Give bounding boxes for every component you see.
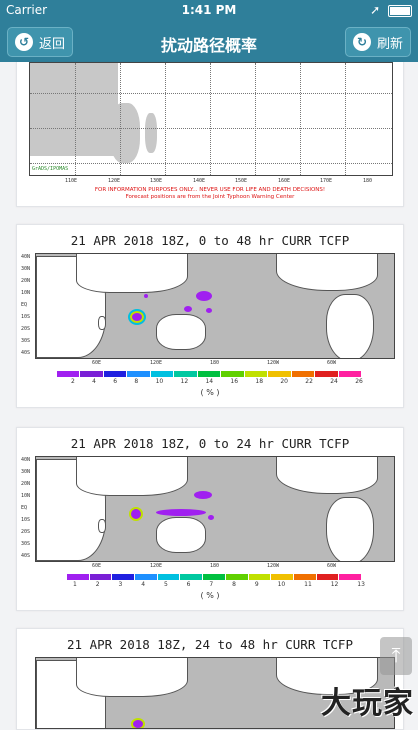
probability-blob <box>208 515 214 520</box>
warning-text: FOR INFORMATION PURPOSES ONLY... NEVER U… <box>94 187 326 193</box>
asia-landmass <box>76 658 188 697</box>
global-probability-map <box>35 253 395 359</box>
status-time: 1:41 PM <box>181 3 237 17</box>
lat-label: 10S <box>21 314 31 320</box>
lat-label: 10N <box>21 290 31 296</box>
status-bar: Carrier 1:41 PM ➚ <box>0 0 418 20</box>
lon-label: 120W <box>267 360 280 366</box>
forecast-card-west-pacific: GrADS/IPOMAS 110E 120E 130E 140E 150E 16… <box>16 62 404 207</box>
lat-label: 10S <box>21 517 31 523</box>
lon-label: 160E <box>278 178 291 184</box>
probability-blob <box>206 308 212 313</box>
forecast-title: 21 APR 2018 18Z, 0 to 24 hr CURR TCFP <box>70 436 350 451</box>
top-bar: Carrier 1:41 PM ➚ ↺ 返回 扰动路径概率 ↻ 刷新 <box>0 0 418 62</box>
lat-label: 30S <box>21 541 31 547</box>
australia-landmass <box>156 517 206 553</box>
scale-unit: ( % ) <box>200 388 220 397</box>
lon-label: 120E <box>150 360 163 366</box>
north-america-landmass <box>276 457 378 494</box>
lat-label: 40N <box>21 254 31 260</box>
probability-blob <box>196 291 212 301</box>
lat-label: EQ <box>21 302 28 308</box>
lat-label: 20N <box>21 481 31 487</box>
lon-label: 180 <box>363 178 373 184</box>
navigation-bar: ↺ 返回 扰动路径概率 ↻ 刷新 <box>0 22 418 62</box>
forecast-card-0-24: 21 APR 2018 18Z, 0 to 24 hr CURR TCFP 40… <box>16 427 404 611</box>
status-right: ➚ <box>370 3 412 17</box>
global-probability-map <box>35 456 395 562</box>
lon-label: 60W <box>327 360 337 366</box>
lat-label: 20S <box>21 529 31 535</box>
lon-label: 120W <box>267 563 280 569</box>
lat-label: 10N <box>21 493 31 499</box>
scale-unit: ( % ) <box>200 591 220 600</box>
probability-blob <box>128 309 146 325</box>
probability-blob <box>144 294 148 298</box>
lon-label: 60W <box>327 563 337 569</box>
south-america-landmass <box>326 497 374 561</box>
lon-label: 60E <box>92 360 102 366</box>
landmass <box>110 103 140 163</box>
probability-blob <box>129 507 143 521</box>
scroll-top-icon: ⤒ <box>391 643 401 667</box>
refresh-button[interactable]: ↻ 刷新 <box>345 27 411 57</box>
lat-label: 40S <box>21 350 31 356</box>
north-america-landmass <box>276 658 378 695</box>
probability-blob <box>184 306 192 312</box>
madagascar-landmass <box>98 316 106 330</box>
global-probability-map <box>35 657 395 729</box>
lon-label: 140E <box>193 178 206 184</box>
lon-label: 110E <box>65 178 78 184</box>
lat-label: 20S <box>21 326 31 332</box>
lon-label: 180 <box>210 360 220 366</box>
forecast-card-0-48: 21 APR 2018 18Z, 0 to 48 hr CURR TCFP 40… <box>16 224 404 408</box>
lat-label: 40N <box>21 457 31 463</box>
north-america-landmass <box>276 254 378 291</box>
back-label: 返回 <box>39 36 66 52</box>
lon-label: 130E <box>150 178 163 184</box>
map-credit: GrADS/IPOMAS <box>32 166 69 172</box>
asia-landmass <box>76 457 188 496</box>
battery-icon <box>388 4 412 17</box>
lat-label: 30N <box>21 469 31 475</box>
philippines-landmass <box>145 113 157 153</box>
lon-label: 60E <box>92 563 102 569</box>
australia-landmass <box>156 314 206 350</box>
lat-label: EQ <box>21 505 28 511</box>
lon-label: 180 <box>210 563 220 569</box>
madagascar-landmass <box>98 519 106 533</box>
west-pacific-map: GrADS/IPOMAS <box>29 62 393 176</box>
back-button[interactable]: ↺ 返回 <box>7 27 73 57</box>
warning-subtext: Forecast positions are from the Joint Ty… <box>125 194 295 200</box>
carrier-label: Carrier <box>6 3 48 17</box>
lon-label: 120E <box>108 178 121 184</box>
lat-label: 30S <box>21 338 31 344</box>
landmass <box>30 63 118 156</box>
color-scale-ticks: 2 4 6 8 10 12 14 16 18 20 22 24 26 <box>71 378 363 385</box>
scroll-top-button[interactable]: ⤒ <box>380 637 412 675</box>
lat-label: 30N <box>21 266 31 272</box>
lon-label: 170E <box>320 178 333 184</box>
south-america-landmass <box>326 294 374 358</box>
refresh-icon: ↻ <box>353 33 371 51</box>
probability-blob <box>194 491 212 499</box>
back-arrow-icon: ↺ <box>15 33 33 51</box>
color-scale-bar <box>57 371 363 377</box>
color-scale-ticks: 1 2 3 4 5 6 7 8 9 10 11 12 13 <box>73 581 365 588</box>
forecast-title: 21 APR 2018 18Z, 0 to 48 hr CURR TCFP <box>70 233 350 248</box>
lon-label: 150E <box>235 178 248 184</box>
color-scale-bar <box>67 574 362 580</box>
watermark: 大玩家 <box>321 686 414 721</box>
page-title: 扰动路径概率 <box>160 36 257 55</box>
lat-label: 40S <box>21 553 31 559</box>
lat-label: 20N <box>21 278 31 284</box>
forecast-card-24-48: 21 APR 2018 18Z, 24 to 48 hr CURR TCFP <box>16 628 404 730</box>
asia-landmass <box>76 254 188 293</box>
refresh-label: 刷新 <box>377 36 404 52</box>
lon-label: 120E <box>150 563 163 569</box>
location-icon: ➚ <box>370 3 381 17</box>
probability-blob <box>156 509 206 516</box>
forecast-title: 21 APR 2018 18Z, 24 to 48 hr CURR TCFP <box>67 637 353 652</box>
